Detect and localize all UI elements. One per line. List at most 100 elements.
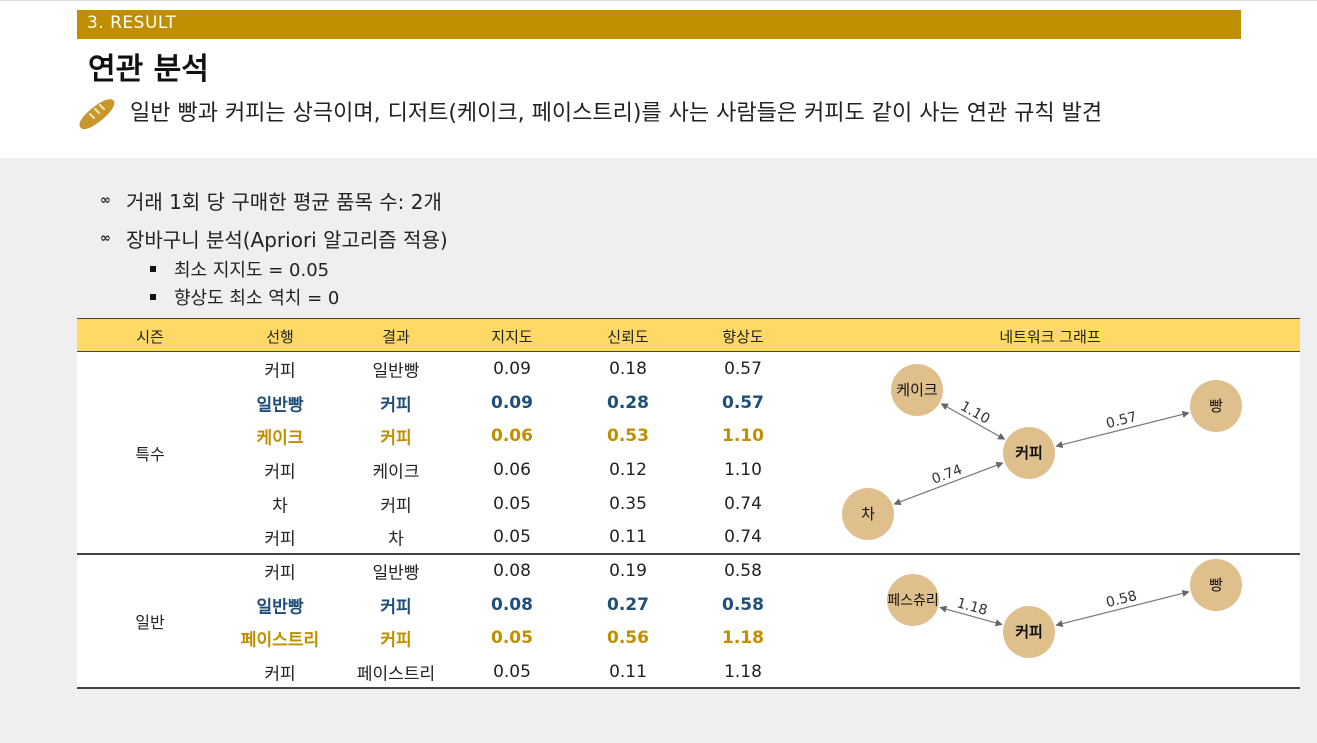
page-title: 연관 분석 xyxy=(88,52,209,87)
consequent-cell: 페이스트리 xyxy=(356,664,436,685)
network-node-label: 차 xyxy=(861,505,875,523)
lift-cell: 0.57 xyxy=(724,358,762,379)
table-header: 시즌 선행 결과 지지도 신뢰도 향상도 네트워크 그래프 xyxy=(77,318,1300,352)
antecedent-cell: 차 xyxy=(272,496,288,517)
support-cell: 0.08 xyxy=(491,594,533,615)
lift-cell: 1.10 xyxy=(722,426,764,447)
header-support: 지지도 xyxy=(491,328,533,346)
confidence-cell: 0.27 xyxy=(607,594,649,615)
antecedent-cell: 커피 xyxy=(264,664,296,685)
edge-lift-label: 1.18 xyxy=(955,595,989,619)
pretzel-icon: ∞ xyxy=(100,193,111,208)
lift-cell: 0.74 xyxy=(724,493,762,514)
network-node-label: 커피 xyxy=(1015,444,1043,462)
season-cell: 특수 xyxy=(135,445,165,465)
support-cell: 0.05 xyxy=(493,493,531,514)
antecedent-cell: 커피 xyxy=(264,361,296,382)
network-edge xyxy=(940,403,1006,440)
support-cell: 0.08 xyxy=(493,560,531,581)
bread-icon xyxy=(79,99,115,130)
season-cell: 일반 xyxy=(135,613,165,633)
consequent-cell: 일반빵 xyxy=(372,563,420,584)
lift-cell: 0.57 xyxy=(722,392,764,413)
network-node xyxy=(1190,559,1242,611)
consequent-cell: 차 xyxy=(388,529,404,550)
bullet-apriori: ∞ 장바구니 분석(Apriori 알고리즘 적용) xyxy=(100,224,448,253)
pretzel-icon: ∞ xyxy=(100,231,111,246)
confidence-cell: 0.35 xyxy=(609,493,647,514)
antecedent-cell: 커피 xyxy=(264,563,296,584)
network-node-label: 케이크 xyxy=(896,381,937,399)
square-bullet-icon xyxy=(150,266,156,272)
network-node-label: 빵 xyxy=(1209,576,1223,594)
antecedent-cell: 커피 xyxy=(264,529,296,550)
sub-bullet-text: 최소 지지도 = 0.05 xyxy=(174,260,330,281)
network-node-label: 커피 xyxy=(1015,623,1043,641)
edge-lift-label: 0.57 xyxy=(1104,409,1138,432)
antecedent-cell: 페이스트리 xyxy=(240,630,320,651)
lift-cell: 1.10 xyxy=(724,459,762,480)
group-divider xyxy=(77,553,1300,555)
section-bar: 3. RESULT xyxy=(77,10,1241,39)
confidence-cell: 0.56 xyxy=(607,628,649,649)
subtitle: 일반 빵과 커피는 상극이며, 디저트(케이크, 페이스트리)를 사는 사람들은… xyxy=(130,101,1103,126)
confidence-cell: 0.19 xyxy=(609,560,647,581)
edge-lift-label: 0.58 xyxy=(1104,588,1138,611)
header-season: 시즌 xyxy=(136,328,164,346)
consequent-cell: 커피 xyxy=(380,630,412,651)
header-consequent: 결과 xyxy=(382,328,410,346)
sub-bullet-text: 향상도 최소 역치 = 0 xyxy=(174,288,340,309)
confidence-cell: 0.12 xyxy=(609,459,647,480)
consequent-cell: 케이크 xyxy=(372,462,420,483)
confidence-cell: 0.11 xyxy=(609,527,647,548)
header-network-graph: 네트워크 그래프 xyxy=(999,328,1101,346)
square-bullet-icon xyxy=(150,294,156,300)
network-node xyxy=(891,364,943,416)
support-cell: 0.09 xyxy=(493,358,531,379)
support-cell: 0.05 xyxy=(491,628,533,649)
network-edge xyxy=(939,605,1003,627)
antecedent-cell: 커피 xyxy=(264,462,296,483)
network-edge xyxy=(1055,589,1190,628)
section-label: 3. RESULT xyxy=(87,13,177,33)
antecedent-cell: 일반빵 xyxy=(256,597,304,618)
antecedent-cell: 일반빵 xyxy=(256,395,304,416)
network-node xyxy=(1003,427,1055,479)
support-cell: 0.05 xyxy=(493,661,531,682)
support-cell: 0.09 xyxy=(491,392,533,413)
lift-cell: 0.74 xyxy=(724,527,762,548)
header-confidence: 신뢰도 xyxy=(607,328,649,346)
support-cell: 0.05 xyxy=(493,527,531,548)
header-antecedent: 선행 xyxy=(266,328,294,346)
lift-cell: 0.58 xyxy=(724,560,762,581)
support-cell: 0.06 xyxy=(493,459,531,480)
consequent-cell: 커피 xyxy=(380,428,412,449)
confidence-cell: 0.18 xyxy=(609,358,647,379)
consequent-cell: 커피 xyxy=(380,597,412,618)
network-node xyxy=(1003,606,1055,658)
consequent-cell: 커피 xyxy=(380,496,412,517)
lift-cell: 1.18 xyxy=(722,628,764,649)
confidence-cell: 0.11 xyxy=(609,661,647,682)
network-node xyxy=(1190,380,1242,432)
network-node xyxy=(842,488,894,540)
confidence-cell: 0.53 xyxy=(607,426,649,447)
network-edge xyxy=(1055,410,1190,449)
consequent-cell: 일반빵 xyxy=(372,361,420,382)
bullet-text: 거래 1회 당 구매한 평균 품목 수: 2개 xyxy=(126,190,442,214)
table-bottom-border xyxy=(77,687,1300,689)
network-node-label: 페스츄리 xyxy=(887,593,939,609)
confidence-cell: 0.28 xyxy=(607,392,649,413)
consequent-cell: 커피 xyxy=(380,395,412,416)
sub-bullet-min-lift: 향상도 최소 역치 = 0 xyxy=(150,284,339,310)
network-node xyxy=(887,574,939,626)
network-edge xyxy=(893,461,1004,506)
lift-cell: 0.58 xyxy=(722,594,764,615)
support-cell: 0.06 xyxy=(491,426,533,447)
lift-cell: 1.18 xyxy=(724,661,762,682)
antecedent-cell: 케이크 xyxy=(256,428,304,449)
sub-bullet-min-support: 최소 지지도 = 0.05 xyxy=(150,256,329,282)
network-node-label: 빵 xyxy=(1209,397,1223,415)
table-body xyxy=(77,352,1300,688)
